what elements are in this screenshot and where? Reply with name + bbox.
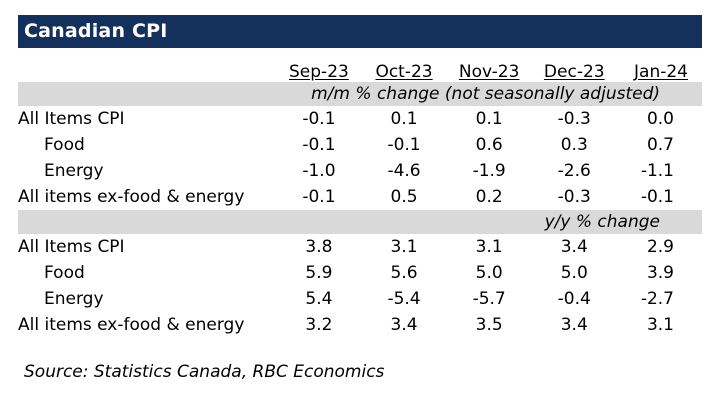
page-title: Canadian CPI bbox=[24, 20, 168, 42]
table-row: All Items CPI -0.1 0.1 0.1 -0.3 0.0 bbox=[18, 106, 702, 132]
table-cell: 3.4 bbox=[560, 315, 588, 335]
table-row: All items ex-food & energy 3.2 3.4 3.5 3… bbox=[18, 312, 702, 338]
table-cell: 5.6 bbox=[390, 263, 418, 283]
column-header-row: Sep-23 Oct-23 Nov-23 Dec-23 Jan-24 bbox=[18, 56, 702, 82]
table-cell: 0.2 bbox=[475, 187, 503, 207]
row-label: Energy bbox=[44, 161, 104, 181]
table-cell: 0.1 bbox=[390, 109, 418, 129]
table-cell: -0.3 bbox=[557, 187, 591, 207]
column-header-blank bbox=[18, 56, 276, 82]
table-cell: -0.1 bbox=[640, 187, 674, 207]
source-note: Source: Statistics Canada, RBC Economics bbox=[24, 362, 385, 382]
table-cell: 3.1 bbox=[390, 237, 418, 257]
column-header: Oct-23 bbox=[375, 62, 433, 82]
table-cell: -0.1 bbox=[302, 187, 336, 207]
table-row: Food 5.9 5.6 5.0 5.0 3.9 bbox=[18, 260, 702, 286]
table-cell: 0.3 bbox=[560, 135, 588, 155]
table-cell: -2.6 bbox=[557, 161, 591, 181]
row-label: All Items CPI bbox=[18, 237, 125, 257]
table-cell: -5.4 bbox=[387, 289, 421, 309]
table-cell: 3.5 bbox=[475, 315, 503, 335]
table-cell: 3.8 bbox=[305, 237, 333, 257]
section-header-row: y/y % change bbox=[18, 210, 702, 234]
column-header: Nov-23 bbox=[458, 62, 520, 82]
table-cell: -4.6 bbox=[387, 161, 421, 181]
row-label: Energy bbox=[44, 289, 104, 309]
row-label: Food bbox=[44, 135, 85, 155]
table-cell: 3.1 bbox=[646, 315, 674, 335]
table-cell: -1.9 bbox=[472, 161, 506, 181]
section-header-yy: y/y % change bbox=[18, 210, 702, 234]
table-row: All items ex-food & energy -0.1 0.5 0.2 … bbox=[18, 184, 702, 210]
table-row: All Items CPI 3.8 3.1 3.1 3.4 2.9 bbox=[18, 234, 702, 260]
row-label: All Items CPI bbox=[18, 109, 125, 129]
table-cell: 0.7 bbox=[646, 135, 674, 155]
table-cell: 5.0 bbox=[475, 263, 503, 283]
row-label: Food bbox=[44, 263, 85, 283]
table-cell: 3.9 bbox=[646, 263, 674, 283]
table-cell: 0.5 bbox=[390, 187, 418, 207]
row-label: All items ex-food & energy bbox=[18, 187, 245, 207]
table-cell: 5.0 bbox=[560, 263, 588, 283]
section-header-mm: m/m % change (not seasonally adjusted) bbox=[18, 82, 702, 106]
table-cell: -2.7 bbox=[640, 289, 674, 309]
table-row: Energy -1.0 -4.6 -1.9 -2.6 -1.1 bbox=[18, 158, 702, 184]
cpi-table: Sep-23 Oct-23 Nov-23 Dec-23 Jan-24 m/m %… bbox=[18, 56, 702, 338]
row-label: All items ex-food & energy bbox=[18, 315, 245, 335]
table-cell: 5.9 bbox=[305, 263, 333, 283]
table-cell: -0.1 bbox=[387, 135, 421, 155]
table-cell: 3.1 bbox=[475, 237, 503, 257]
table-cell: 0.0 bbox=[646, 109, 674, 129]
table-cell: -1.1 bbox=[640, 161, 674, 181]
table-cell: 2.9 bbox=[646, 237, 674, 257]
table-cell: -0.1 bbox=[302, 135, 336, 155]
table-cell: 5.4 bbox=[305, 289, 333, 309]
table-cell: 0.6 bbox=[475, 135, 503, 155]
table-cell: -1.0 bbox=[302, 161, 336, 181]
table-cell: -5.7 bbox=[472, 289, 506, 309]
table-cell: -0.1 bbox=[302, 109, 336, 129]
column-header: Dec-23 bbox=[543, 62, 605, 82]
table-cell: 3.4 bbox=[560, 237, 588, 257]
table-cell: 0.1 bbox=[475, 109, 503, 129]
table-row: Food -0.1 -0.1 0.6 0.3 0.7 bbox=[18, 132, 702, 158]
section-header-row: m/m % change (not seasonally adjusted) bbox=[18, 82, 702, 106]
table-cell: -0.3 bbox=[557, 109, 591, 129]
table-cell: -0.4 bbox=[557, 289, 591, 309]
column-header: Jan-24 bbox=[634, 62, 688, 82]
table-cell: 3.4 bbox=[390, 315, 418, 335]
title-bar: Canadian CPI bbox=[18, 15, 702, 48]
table-cell: 3.2 bbox=[305, 315, 333, 335]
table-row: Energy 5.4 -5.4 -5.7 -0.4 -2.7 bbox=[18, 286, 702, 312]
column-header: Sep-23 bbox=[289, 62, 349, 82]
